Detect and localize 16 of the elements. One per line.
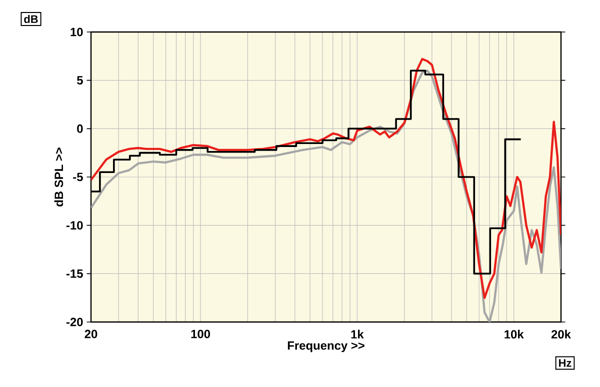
y-tick-label: 5 (76, 76, 83, 84)
text: dB (24, 14, 38, 24)
x-tick-label: 1k (351, 330, 364, 338)
y-axis-title: dB SPL >> (54, 148, 64, 206)
x-tick-label: 20k (551, 330, 571, 339)
y-tick-label: 0 (77, 124, 83, 133)
text: Hz (559, 359, 572, 367)
y-tick-label: -15 (66, 270, 83, 278)
x-tick-label: 10k (504, 330, 524, 339)
x-tick-label: 100 (191, 330, 210, 338)
y-tick-label: -10 (66, 221, 83, 230)
x-axis-title: Frequency >> (288, 341, 364, 352)
y-tick-label: 10 (70, 28, 83, 36)
x-tick-label: 20 (84, 330, 98, 338)
y-tick-label: -5 (73, 172, 83, 182)
y-tick-label: -20 (66, 318, 83, 326)
